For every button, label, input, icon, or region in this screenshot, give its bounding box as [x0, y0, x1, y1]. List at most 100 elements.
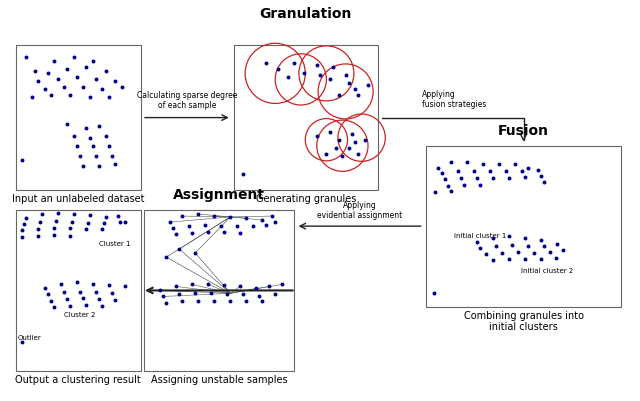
Point [43, 71, 53, 77]
Point [49, 59, 60, 65]
Point [81, 125, 92, 132]
Point [65, 225, 76, 232]
Point [56, 282, 66, 288]
Text: Assigning unstable samples: Assigning unstable samples [150, 374, 287, 384]
Point [20, 215, 31, 222]
Point [507, 242, 517, 249]
Point [97, 303, 108, 309]
Text: Combining granules into
initial clusters: Combining granules into initial clusters [463, 310, 584, 332]
Point [334, 93, 344, 99]
Point [248, 223, 258, 230]
Point [289, 61, 300, 67]
Point [532, 167, 543, 174]
Point [62, 67, 72, 73]
Point [500, 168, 511, 175]
Point [52, 210, 63, 217]
Point [225, 298, 236, 305]
Point [324, 77, 335, 83]
Point [241, 298, 252, 305]
Point [33, 233, 44, 240]
Point [539, 179, 549, 186]
Text: Granulation: Granulation [260, 7, 352, 21]
Point [33, 79, 44, 85]
Point [504, 257, 514, 263]
Point [203, 282, 213, 288]
Point [116, 85, 127, 91]
Point [353, 151, 364, 158]
Point [510, 161, 520, 168]
Point [206, 290, 216, 297]
Point [49, 225, 60, 232]
Point [472, 175, 482, 182]
Text: Cluster 1: Cluster 1 [99, 241, 131, 247]
Point [350, 87, 360, 93]
Point [158, 294, 168, 300]
Point [62, 296, 72, 303]
Point [17, 338, 28, 345]
Point [523, 165, 533, 172]
Point [497, 250, 508, 257]
Point [168, 225, 178, 232]
Point [190, 290, 200, 297]
Point [51, 218, 61, 225]
Point [46, 93, 56, 99]
Point [347, 131, 357, 138]
Point [219, 229, 229, 236]
Point [81, 226, 92, 233]
Point [443, 183, 453, 190]
Point [78, 85, 88, 91]
Point [360, 137, 370, 144]
Point [337, 153, 348, 160]
Point [193, 211, 204, 218]
Bar [144, 211, 294, 371]
Point [520, 174, 530, 180]
Point [232, 223, 242, 230]
Point [552, 241, 562, 248]
Point [120, 284, 130, 290]
Point [161, 300, 172, 306]
Point [270, 292, 280, 298]
Point [72, 143, 82, 150]
Point [49, 304, 60, 310]
Point [475, 245, 485, 252]
Point [494, 161, 504, 168]
Point [187, 230, 197, 237]
Point [94, 296, 104, 303]
Point [539, 243, 549, 250]
Point [446, 188, 456, 195]
Point [260, 222, 271, 229]
Point [433, 165, 444, 172]
Point [238, 171, 248, 178]
Point [67, 219, 77, 226]
Point [174, 292, 184, 298]
Point [65, 233, 76, 240]
Point [104, 143, 114, 150]
Point [459, 182, 469, 188]
Point [340, 73, 351, 79]
Point [257, 217, 268, 224]
Point [283, 75, 293, 81]
Point [238, 292, 248, 298]
Point [72, 75, 82, 81]
Point [88, 59, 98, 65]
Point [81, 302, 92, 309]
Point [200, 222, 210, 229]
Bar [426, 146, 621, 307]
Text: Input an unlabeled dataset: Input an unlabeled dataset [12, 194, 145, 203]
Point [49, 233, 60, 239]
Point [68, 133, 79, 140]
Point [504, 233, 514, 240]
Point [321, 151, 332, 158]
Point [273, 67, 284, 73]
Point [177, 298, 188, 305]
Point [536, 237, 546, 244]
Point [241, 215, 252, 222]
Bar [16, 46, 141, 190]
Point [222, 292, 232, 298]
Point [100, 133, 111, 140]
Point [270, 219, 280, 226]
Point [488, 175, 498, 182]
Point [350, 139, 360, 146]
Point [468, 168, 479, 175]
Point [83, 220, 93, 227]
